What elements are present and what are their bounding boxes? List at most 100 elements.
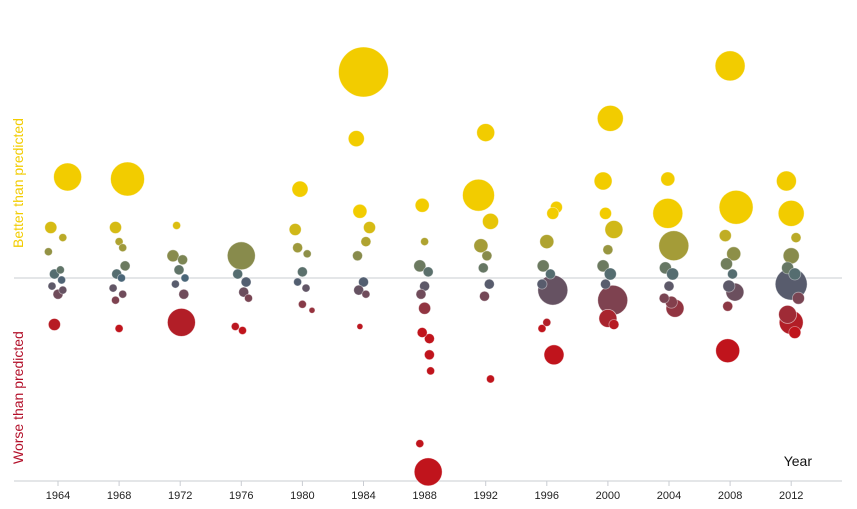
data-bubble[interactable] — [44, 221, 58, 234]
data-bubble[interactable] — [658, 230, 690, 262]
data-bubble[interactable] — [423, 349, 435, 361]
data-bubble[interactable] — [545, 268, 556, 280]
data-bubble[interactable] — [486, 374, 495, 384]
data-bubble[interactable] — [118, 243, 128, 253]
data-bubble[interactable] — [715, 338, 741, 364]
data-bubble[interactable] — [546, 206, 560, 220]
data-bubble[interactable] — [226, 241, 256, 271]
data-bubble[interactable] — [58, 285, 68, 295]
data-bubble[interactable] — [413, 259, 427, 273]
data-bubble[interactable] — [788, 267, 802, 281]
data-bubble[interactable] — [652, 197, 684, 229]
data-bubble[interactable] — [660, 171, 676, 187]
data-bubble[interactable] — [238, 286, 250, 298]
data-bubble[interactable] — [596, 105, 624, 132]
data-bubble[interactable] — [353, 284, 365, 296]
data-bubble[interactable] — [536, 278, 548, 290]
data-bubble[interactable] — [415, 439, 425, 449]
data-bubble[interactable] — [57, 275, 66, 285]
data-bubble[interactable] — [604, 220, 624, 239]
data-bubble[interactable] — [114, 324, 124, 333]
data-bubble[interactable] — [177, 254, 189, 266]
data-bubble[interactable] — [658, 292, 670, 304]
data-bubble[interactable] — [777, 199, 805, 227]
data-bubble[interactable] — [714, 50, 746, 82]
data-bubble[interactable] — [178, 288, 190, 300]
data-bubble[interactable] — [483, 278, 495, 290]
data-bubble[interactable] — [543, 344, 565, 366]
data-bubble[interactable] — [600, 278, 611, 290]
data-bubble[interactable] — [418, 301, 432, 315]
data-bubble[interactable] — [593, 171, 613, 191]
data-bubble[interactable] — [166, 249, 180, 263]
data-bubble[interactable] — [114, 237, 124, 247]
data-bubble[interactable] — [539, 234, 555, 250]
data-bubble[interactable] — [173, 264, 185, 276]
data-bubble[interactable] — [358, 276, 369, 288]
data-bubble[interactable] — [482, 212, 499, 230]
data-bubble[interactable] — [232, 268, 244, 280]
data-bubble[interactable] — [56, 265, 65, 275]
data-bubble[interactable] — [416, 327, 428, 338]
data-bubble[interactable] — [420, 237, 430, 247]
data-bubble[interactable] — [790, 232, 802, 244]
data-bubble[interactable] — [301, 283, 311, 293]
data-bubble[interactable] — [109, 221, 122, 234]
data-bubble[interactable] — [462, 178, 495, 212]
data-bubble[interactable] — [119, 260, 131, 272]
data-bubble[interactable] — [423, 333, 435, 345]
data-bubble[interactable] — [422, 266, 434, 278]
data-bubble[interactable] — [718, 229, 732, 243]
data-bubble[interactable] — [476, 123, 496, 143]
data-bubble[interactable] — [238, 326, 247, 335]
data-bubble[interactable] — [180, 273, 190, 283]
data-bubble[interactable] — [118, 289, 128, 299]
data-bubble[interactable] — [240, 276, 252, 288]
data-bubble[interactable] — [722, 279, 736, 293]
data-bubble[interactable] — [110, 161, 145, 197]
data-bubble[interactable] — [352, 203, 368, 219]
data-bubble[interactable] — [608, 319, 620, 330]
data-bubble[interactable] — [230, 322, 240, 331]
data-bubble[interactable] — [166, 307, 196, 337]
data-bubble[interactable] — [352, 250, 363, 262]
data-bubble[interactable] — [363, 221, 376, 234]
data-bubble[interactable] — [481, 250, 493, 262]
data-bubble[interactable] — [473, 238, 489, 254]
data-bubble[interactable] — [108, 283, 118, 293]
data-bubble[interactable] — [347, 130, 365, 148]
data-bubble[interactable] — [792, 291, 805, 305]
data-bubble[interactable] — [361, 289, 371, 299]
data-bubble[interactable] — [293, 277, 303, 287]
data-bubble[interactable] — [596, 259, 610, 273]
data-bubble[interactable] — [302, 249, 312, 259]
data-bubble[interactable] — [542, 317, 552, 327]
data-bubble[interactable] — [536, 259, 550, 273]
data-bubble[interactable] — [603, 267, 617, 281]
data-bubble[interactable] — [47, 281, 57, 291]
data-bubble[interactable] — [782, 247, 800, 265]
data-bubble[interactable] — [413, 457, 443, 487]
data-bubble[interactable] — [776, 170, 797, 192]
data-bubble[interactable] — [415, 288, 427, 300]
data-bubble[interactable] — [172, 221, 182, 230]
data-bubble[interactable] — [356, 323, 364, 330]
data-bubble[interactable] — [602, 244, 614, 256]
data-bubble[interactable] — [778, 304, 797, 324]
data-bubble[interactable] — [111, 295, 120, 305]
data-bubble[interactable] — [479, 290, 490, 302]
data-bubble[interactable] — [537, 324, 547, 333]
data-bubble[interactable] — [308, 306, 316, 314]
data-bubble[interactable] — [170, 279, 180, 289]
data-bubble[interactable] — [291, 180, 309, 198]
data-bubble[interactable] — [58, 233, 68, 243]
data-bubble[interactable] — [360, 236, 372, 248]
data-bubble[interactable] — [426, 366, 436, 376]
data-bubble[interactable] — [788, 326, 802, 339]
data-bubble[interactable] — [663, 280, 675, 292]
data-bubble[interactable] — [722, 300, 734, 312]
data-bubble[interactable] — [44, 247, 53, 257]
data-bubble[interactable] — [599, 206, 612, 220]
data-bubble[interactable] — [338, 46, 389, 98]
data-bubble[interactable] — [296, 266, 308, 278]
